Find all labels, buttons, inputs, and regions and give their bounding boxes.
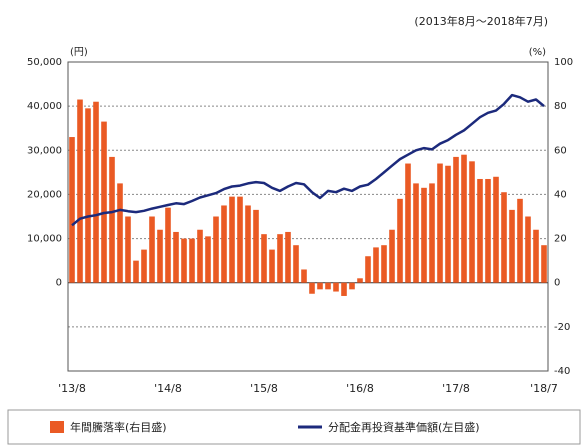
- bar: [469, 161, 475, 283]
- bar: [181, 238, 187, 283]
- bar: [269, 249, 275, 283]
- bar: [477, 178, 483, 283]
- bar: [453, 156, 459, 283]
- y-tick-label: 40,000: [27, 101, 62, 112]
- bar: [165, 207, 171, 283]
- bar: [397, 198, 403, 283]
- bar: [381, 245, 387, 283]
- bar: [437, 163, 443, 283]
- bar: [173, 231, 179, 283]
- y2-unit: (%): [529, 47, 546, 58]
- bar: [69, 137, 75, 283]
- bar: [389, 229, 395, 283]
- bar: [309, 282, 315, 294]
- bar: [109, 156, 115, 283]
- y-unit: (円): [70, 47, 88, 58]
- y-tick-label: 20,000: [27, 189, 62, 200]
- plot-frame: [67, 61, 549, 372]
- bar: [117, 183, 123, 283]
- bar: [333, 282, 339, 292]
- bar: [101, 121, 107, 283]
- bar: [141, 249, 147, 283]
- bar: [461, 154, 467, 283]
- bar: [157, 229, 163, 283]
- bar: [525, 216, 531, 283]
- y-tick-label: 50,000: [27, 57, 62, 68]
- bar: [493, 176, 499, 283]
- bar: [485, 178, 491, 283]
- legend-label: 年間騰落率(右目盛): [70, 420, 167, 434]
- bar: [349, 282, 355, 290]
- bar: [149, 216, 155, 283]
- bar: [421, 187, 427, 283]
- x-tick-label: '13/8: [58, 382, 86, 395]
- bar: [197, 229, 203, 283]
- y-tick-label: 10,000: [27, 234, 62, 245]
- line: [71, 93, 545, 227]
- legend-label: 分配金再投資基準価額(左目盛): [328, 420, 480, 434]
- bar: [365, 256, 371, 283]
- y2-tick-label: 80: [554, 101, 567, 112]
- x-tick-label: '15/8: [250, 382, 278, 395]
- bar: [429, 183, 435, 283]
- legend-swatch: [50, 421, 64, 433]
- bar: [245, 205, 251, 283]
- bar: [445, 165, 451, 283]
- x-tick-label: '14/8: [154, 382, 182, 395]
- bar: [341, 282, 347, 296]
- x-tick-label: '16/8: [346, 382, 374, 395]
- bar: [213, 216, 219, 283]
- x-tick-label: '18/7: [530, 382, 558, 395]
- bar: [357, 278, 363, 283]
- y-tick-label: 30,000: [27, 145, 62, 156]
- bar: [501, 192, 507, 283]
- bar: [373, 247, 379, 283]
- bar: [405, 163, 411, 283]
- bar: [541, 245, 547, 283]
- bar: [253, 209, 259, 283]
- legend-box: [7, 409, 581, 445]
- bar: [221, 205, 227, 283]
- bar: [205, 236, 211, 283]
- y2-tick-label: -20: [554, 322, 570, 333]
- bar: [125, 216, 131, 283]
- x-tick-label: '17/8: [442, 382, 470, 395]
- bar: [317, 282, 323, 290]
- y2-tick-label: 20: [554, 234, 567, 245]
- bar: [93, 101, 99, 283]
- y2-tick-label: -40: [554, 366, 570, 377]
- bar: [517, 198, 523, 283]
- bar: [413, 183, 419, 283]
- y2-tick-label: 0: [554, 278, 560, 289]
- bar: [85, 108, 91, 283]
- y2-tick-label: 40: [554, 189, 567, 200]
- bar: [229, 196, 235, 283]
- y2-tick-label: 100: [554, 57, 573, 68]
- bar: [301, 269, 307, 283]
- bar: [261, 234, 267, 283]
- bar: [77, 99, 83, 283]
- bar: [133, 260, 139, 283]
- bar: [285, 231, 291, 283]
- bar: [277, 234, 283, 283]
- chart-subtitle: (2013年8月～2018年7月): [414, 14, 548, 28]
- bar: [509, 209, 515, 283]
- bar: [533, 229, 539, 283]
- bar: [189, 238, 195, 283]
- bar: [325, 282, 331, 290]
- bar: [237, 196, 243, 283]
- y-tick-label: 0: [56, 278, 62, 289]
- bar: [293, 245, 299, 283]
- y2-tick-label: 60: [554, 145, 567, 156]
